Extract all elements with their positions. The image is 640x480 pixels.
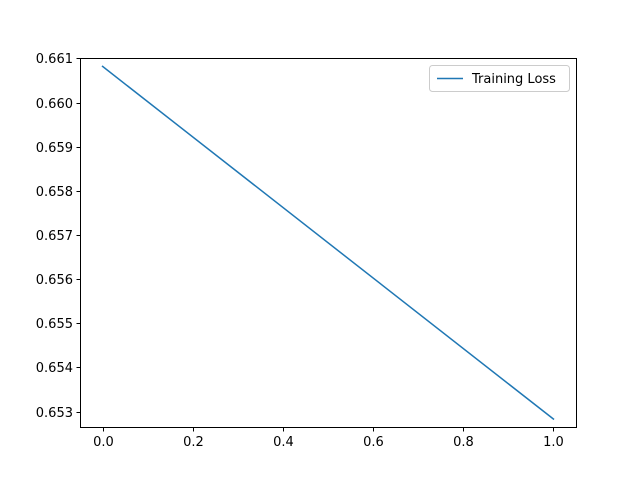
x-tick-label: 0.4 [273, 435, 294, 450]
plot-frame [80, 58, 577, 428]
y-tick-label: 0.655 [36, 317, 73, 332]
y-tick-label: 0.660 [36, 97, 73, 112]
y-tick-label: 0.653 [36, 406, 73, 421]
y-tick-label: 0.661 [36, 52, 73, 67]
y-axis-ticks: 0.653 0.654 0.655 0.656 0.657 0.658 0.659 0.660… [36, 52, 81, 421]
y-tick-label: 0.659 [36, 141, 73, 156]
x-tick-label: 0.0 [93, 435, 114, 450]
x-tick-label: 0.8 [453, 435, 474, 450]
y-tick-label: 0.658 [36, 185, 73, 200]
x-tick-label: 0.6 [363, 435, 384, 450]
x-axis-ticks: 0.0 0.2 0.4 0.6 0.8 1.0 [93, 427, 564, 450]
legend: Training Loss [429, 65, 570, 92]
legend-box [429, 65, 570, 92]
x-tick-label: 1.0 [543, 435, 564, 450]
x-tick-label: 0.2 [183, 435, 204, 450]
y-tick-label: 0.657 [36, 229, 73, 244]
y-tick-label: 0.654 [36, 361, 73, 376]
legend-label: Training Loss [471, 72, 556, 87]
series-layer [101, 65, 555, 421]
y-tick-label: 0.656 [36, 273, 73, 288]
series-line [101, 65, 555, 421]
